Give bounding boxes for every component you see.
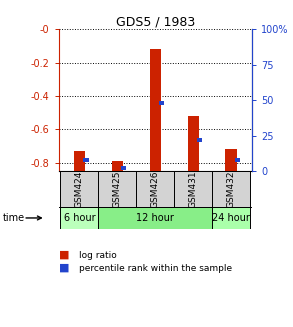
Text: ■: ■ [59, 263, 69, 273]
Text: GSM426: GSM426 [151, 170, 160, 208]
Bar [74, 151, 85, 171]
Bar [60, 171, 98, 207]
Bar [98, 171, 136, 207]
Bar [234, 158, 240, 162]
Bar [60, 207, 98, 229]
Bar [212, 207, 250, 229]
Text: 24 hour: 24 hour [212, 213, 250, 223]
Bar [212, 171, 250, 207]
Text: 6 hour: 6 hour [64, 213, 95, 223]
Text: GSM425: GSM425 [113, 170, 122, 208]
Bar [98, 207, 212, 229]
Title: GDS5 / 1983: GDS5 / 1983 [116, 15, 195, 28]
Text: ■: ■ [59, 250, 69, 260]
Text: GSM431: GSM431 [189, 170, 198, 208]
Bar [188, 116, 199, 171]
Bar [159, 101, 164, 105]
Bar [112, 161, 123, 171]
Bar [150, 49, 161, 171]
Bar [121, 166, 127, 170]
Bar [225, 149, 237, 171]
Bar [174, 171, 212, 207]
Text: GSM432: GSM432 [226, 170, 236, 208]
Text: GSM424: GSM424 [75, 170, 84, 208]
Text: log ratio: log ratio [79, 250, 117, 260]
Bar [197, 138, 202, 142]
Text: percentile rank within the sample: percentile rank within the sample [79, 264, 232, 273]
Bar [136, 171, 174, 207]
Text: 12 hour: 12 hour [136, 213, 174, 223]
Bar [83, 158, 88, 162]
Text: time: time [3, 213, 25, 223]
